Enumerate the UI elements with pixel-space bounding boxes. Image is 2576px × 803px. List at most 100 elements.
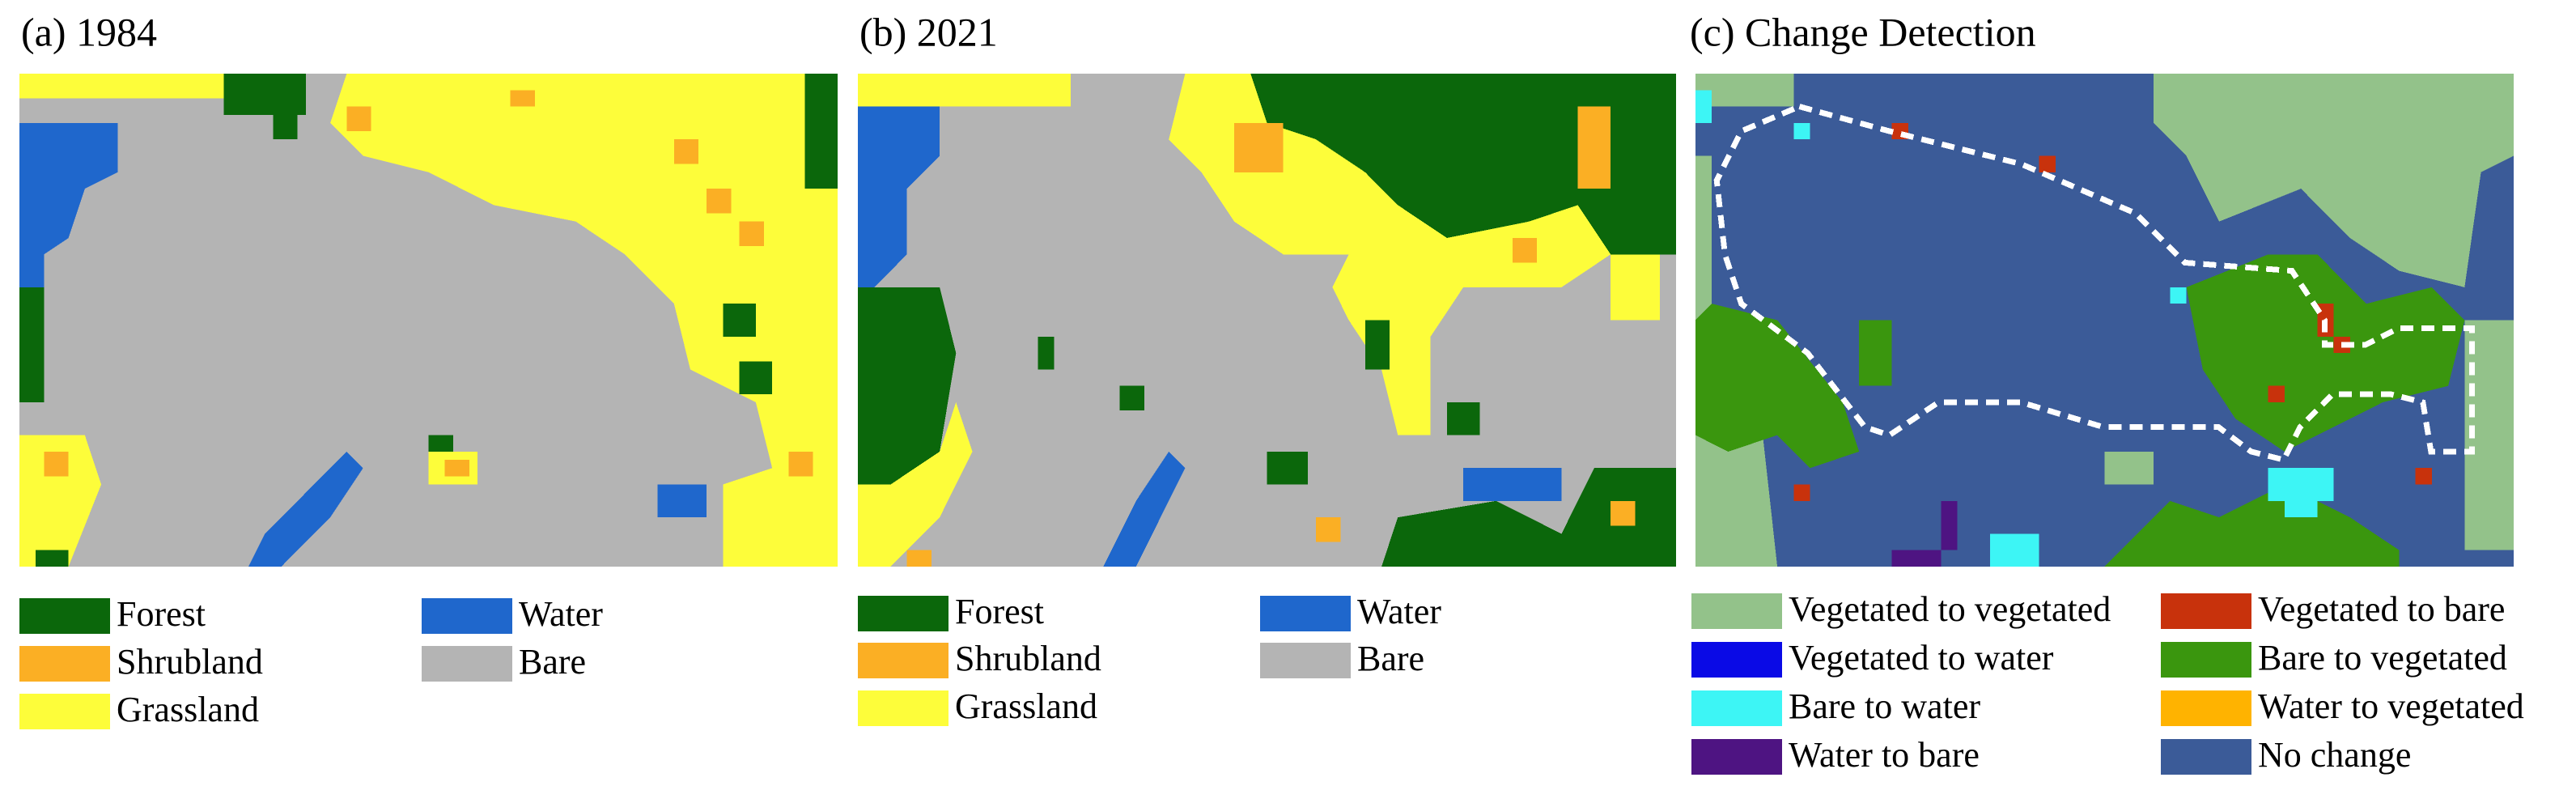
legend-label: Water	[1357, 592, 1441, 631]
map-region	[1463, 468, 1562, 501]
map-region	[2154, 74, 2514, 287]
legend-swatch	[19, 598, 110, 634]
legend-swatch	[2161, 739, 2251, 775]
outline	[1717, 107, 2472, 460]
map-region	[906, 550, 932, 567]
map-region	[1512, 238, 1538, 263]
legend-label: Water to vegetated	[2258, 686, 2524, 726]
map-region	[858, 74, 1071, 107]
map-region	[1103, 451, 1186, 567]
map-region	[2039, 155, 2056, 172]
map-region	[1989, 533, 2039, 567]
map-region	[2415, 468, 2432, 485]
map-region	[2104, 484, 2400, 567]
map	[1695, 74, 2514, 567]
map	[19, 74, 838, 567]
map-region	[707, 189, 732, 214]
map-region	[19, 287, 45, 402]
legend-swatch	[858, 596, 948, 631]
panel-title: (c) Change Detection	[1690, 9, 2036, 54]
legend-label: Grassland	[117, 690, 259, 729]
map-region	[1695, 90, 1712, 123]
map-region	[346, 106, 371, 132]
map-region	[1793, 122, 1810, 140]
map-region	[804, 74, 838, 189]
map-region	[1941, 500, 1958, 550]
map-region	[657, 484, 707, 518]
map-region	[248, 451, 363, 567]
legend-label: Bare	[1357, 639, 1424, 678]
legend-swatch	[1691, 739, 1782, 775]
legend-label: Water	[519, 594, 603, 634]
map-region	[2268, 385, 2285, 402]
legend-swatch	[422, 646, 512, 682]
legend-label: Vegetated to water	[1789, 638, 2054, 678]
map-region	[36, 550, 69, 567]
map-region	[788, 451, 813, 477]
map-region	[1119, 385, 1144, 411]
legend-label: Bare to water	[1789, 686, 1980, 726]
map-region	[1364, 320, 1390, 370]
map-region	[1695, 304, 1860, 469]
map-region	[1267, 451, 1309, 485]
legend-swatch	[1691, 690, 1782, 726]
map-region	[1038, 336, 1055, 370]
map-region	[1891, 550, 1942, 567]
panel-title: (b) 2021	[859, 9, 998, 54]
legend-swatch	[1691, 593, 1782, 629]
legend-label: Bare to vegetated	[2258, 638, 2507, 678]
map-region	[858, 287, 957, 485]
map-region	[1611, 254, 1660, 321]
legend-swatch	[19, 694, 110, 729]
legend-swatch	[2161, 690, 2251, 726]
map-region	[2186, 254, 2465, 452]
legend-label: Vegetated to vegetated	[1789, 589, 2111, 629]
map-region	[2170, 287, 2187, 304]
legend-label: Shrubland	[117, 642, 263, 682]
map-region	[444, 460, 470, 477]
legend-label: Forest	[117, 594, 206, 634]
map-region	[673, 139, 699, 164]
map-region	[739, 221, 765, 247]
map-region	[1695, 418, 1778, 567]
map-region	[858, 402, 973, 567]
legend-swatch	[1260, 596, 1351, 631]
legend-swatch	[422, 598, 512, 634]
map-region	[1250, 74, 1676, 255]
map-region	[19, 122, 118, 287]
map-region	[1234, 122, 1284, 172]
map-region	[44, 451, 69, 477]
legend-swatch	[858, 643, 948, 678]
map-region	[2284, 500, 2318, 518]
legend-label: No change	[2258, 735, 2411, 775]
map-region	[858, 106, 940, 287]
legend-swatch	[2161, 642, 2251, 678]
map-region	[739, 361, 773, 394]
map-region	[1695, 74, 1794, 107]
legend-label: Water to bare	[1789, 735, 1980, 775]
legend-label: Grassland	[955, 686, 1097, 726]
legend-swatch	[1691, 642, 1782, 678]
panel-title: (a) 1984	[21, 9, 157, 54]
map-region	[723, 304, 756, 337]
legend-swatch	[1260, 643, 1351, 678]
map-region	[2268, 468, 2334, 501]
map-region	[223, 74, 306, 115]
map-region	[1316, 517, 1341, 542]
map-region	[1859, 320, 1892, 386]
map-region	[19, 74, 265, 99]
legend-label: Vegetated to bare	[2258, 589, 2505, 629]
legend-label: Shrubland	[955, 639, 1101, 678]
map-region	[1611, 500, 1636, 526]
legend-swatch	[858, 690, 948, 726]
map-region	[1446, 402, 1480, 435]
legend-swatch	[2161, 593, 2251, 629]
map-region	[428, 435, 453, 452]
legend-label: Bare	[519, 642, 586, 682]
legend-swatch	[19, 646, 110, 682]
map	[858, 74, 1676, 567]
legend-label: Forest	[955, 592, 1044, 631]
map-region	[19, 435, 102, 567]
